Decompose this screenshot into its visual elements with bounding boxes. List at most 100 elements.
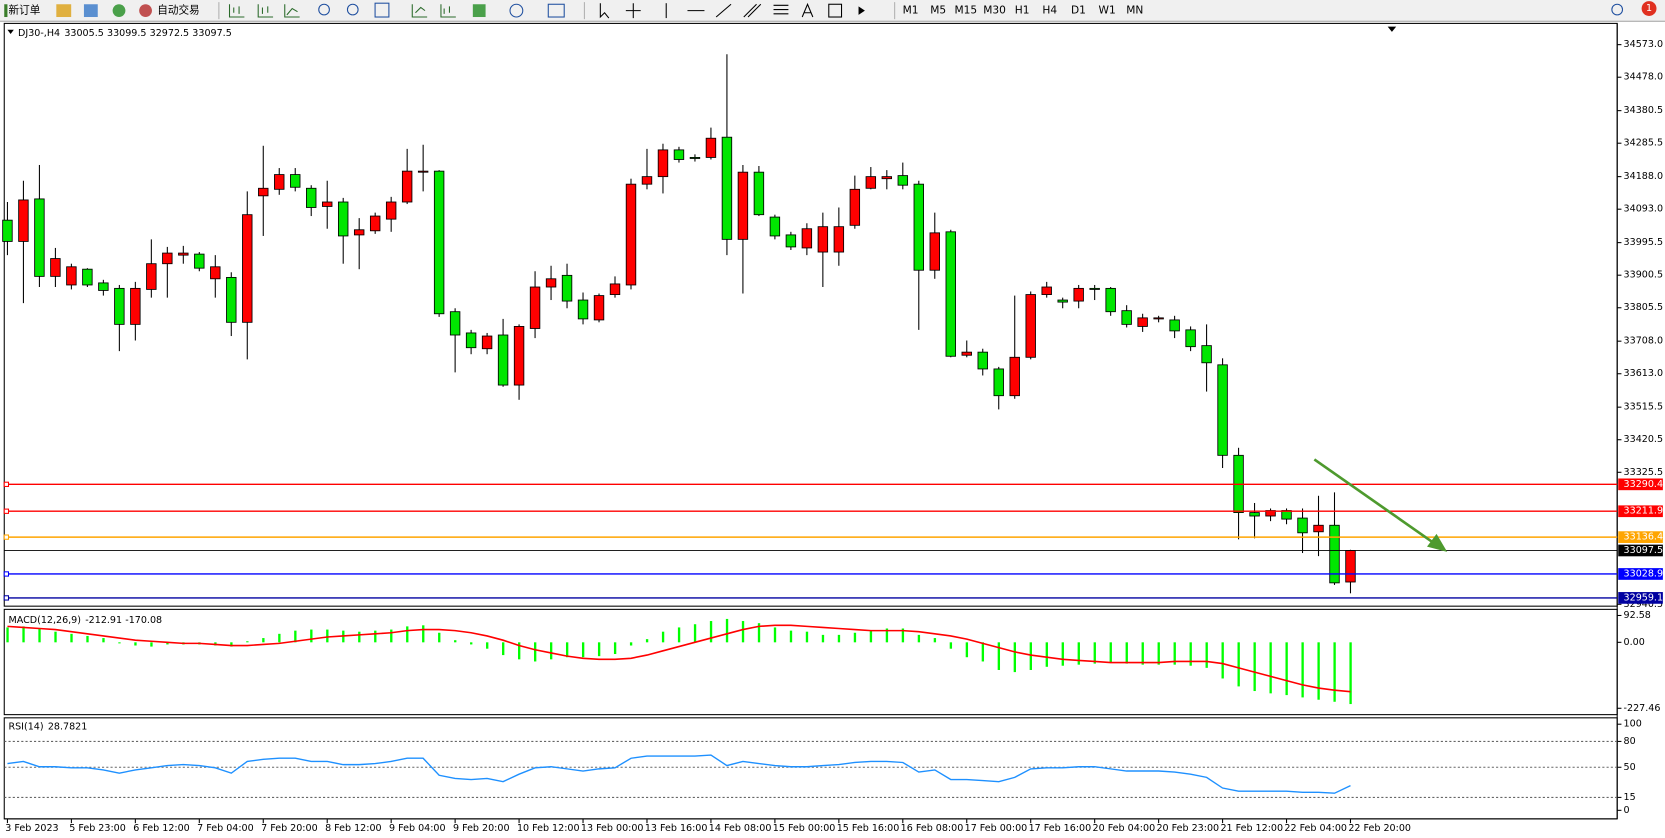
cursor-tool[interactable] <box>599 3 610 19</box>
x-tick-label: 13 Feb 16:00 <box>645 823 708 834</box>
macd-bar <box>1029 642 1032 670</box>
timeframe-button[interactable]: M1 <box>903 4 919 17</box>
candle-body <box>609 283 621 295</box>
rsi-value: 28.7821 <box>48 721 87 732</box>
candle-body <box>897 175 909 186</box>
icon[interactable] <box>228 4 245 18</box>
icon[interactable] <box>411 4 428 18</box>
candle-body <box>1329 524 1340 584</box>
candle-body <box>210 266 221 280</box>
macd-bar <box>773 627 777 643</box>
channel-tool[interactable] <box>743 3 762 18</box>
macd-bar <box>278 633 281 643</box>
x-tick-label: 17 Feb 00:00 <box>965 823 1028 834</box>
timeframe-button[interactable]: M30 <box>983 4 1006 17</box>
candle-body <box>146 263 157 290</box>
icon[interactable] <box>547 3 565 18</box>
x-tick-label: 5 Feb 23:00 <box>69 823 126 834</box>
icon[interactable] <box>346 3 359 16</box>
icon[interactable] <box>318 3 330 16</box>
candle-body <box>913 183 924 271</box>
y-tick-label: 33805.5 <box>1624 302 1663 313</box>
trendline-tool[interactable] <box>715 3 732 18</box>
candle-body <box>961 351 972 356</box>
candle-body <box>130 287 141 325</box>
notification-count[interactable]: 1 <box>1646 3 1652 14</box>
macd-bar <box>326 629 329 643</box>
candle-body <box>1137 317 1148 327</box>
macd-bar <box>374 630 377 643</box>
macd-bar <box>86 635 89 643</box>
y-tick-label: 33995.5 <box>1624 237 1663 248</box>
zoom-icons[interactable] <box>318 2 390 18</box>
candle-body <box>242 214 253 323</box>
fibo-tool[interactable] <box>773 4 789 15</box>
macd-bar <box>1141 642 1144 665</box>
timeframe-button[interactable]: D1 <box>1071 4 1086 17</box>
arrows-tool[interactable] <box>858 6 865 15</box>
new-order-button[interactable]: 新订单 <box>4 4 41 18</box>
timeframe-button[interactable]: H4 <box>1042 4 1057 17</box>
x-tick-label: 9 Feb 20:00 <box>453 823 510 834</box>
icon[interactable] <box>83 4 98 18</box>
icon[interactable] <box>56 4 72 18</box>
icon[interactable] <box>440 4 456 18</box>
icon[interactable] <box>509 3 524 18</box>
candle-body <box>178 252 189 256</box>
macd-bar <box>1269 642 1272 694</box>
new-order-label[interactable]: 新订单 <box>9 4 41 17</box>
macd-bar <box>917 634 921 643</box>
candle-body <box>162 252 173 265</box>
macd-bar <box>134 642 137 646</box>
macd-bar <box>1109 642 1112 663</box>
macd-bar <box>1173 642 1176 665</box>
icon[interactable] <box>284 4 300 18</box>
search-icon[interactable] <box>1611 3 1624 16</box>
rsi-title: RSI(14) <box>9 721 44 732</box>
icon[interactable] <box>112 4 126 18</box>
macd-bar <box>1093 642 1096 664</box>
icon[interactable] <box>374 2 390 18</box>
candle-body <box>274 174 285 190</box>
timeframe-button[interactable]: H1 <box>1015 4 1030 17</box>
candle-body <box>865 176 877 189</box>
timeframes: M1 M5 M15 M30 H1 H4 D1 W1 MN <box>903 4 1144 17</box>
macd-bar <box>597 642 601 657</box>
level-handle <box>3 481 10 487</box>
y-tick-label: 33900.5 <box>1624 270 1663 281</box>
candle-body <box>66 266 77 286</box>
macd-bar <box>358 631 361 643</box>
candle-body <box>194 253 205 269</box>
text-tool[interactable] <box>801 2 814 18</box>
timeframe-button[interactable]: MN <box>1126 4 1143 17</box>
icon <box>139 4 152 18</box>
candle-body <box>1201 345 1212 364</box>
macd-bar <box>230 642 233 647</box>
timeframe-button[interactable]: W1 <box>1099 4 1116 17</box>
timeframe-button[interactable]: M5 <box>930 4 946 17</box>
macd-bar <box>246 641 249 643</box>
candle-body <box>1169 319 1180 332</box>
y-tick-label: -227.46 <box>1624 703 1661 714</box>
macd-bar <box>22 626 25 643</box>
macd-bar <box>438 632 441 643</box>
label-tool[interactable] <box>828 3 843 18</box>
crosshair-tool[interactable] <box>625 3 641 19</box>
auto-trading-button[interactable]: 自动交易 <box>139 4 200 18</box>
macd-bar <box>661 631 665 643</box>
timeframe-button[interactable]: M15 <box>955 4 978 17</box>
y-tick-label: 50 <box>1624 762 1636 773</box>
auto-trading-label[interactable]: 自动交易 <box>157 4 199 17</box>
macd-bar <box>885 628 889 643</box>
icon[interactable] <box>472 4 486 18</box>
x-tick-label: 9 Feb 04:00 <box>389 823 446 834</box>
toolbar-icons[interactable] <box>228 4 300 18</box>
macd-bar <box>965 642 969 658</box>
shift-marker[interactable] <box>1387 26 1397 32</box>
candle-body <box>322 201 333 207</box>
macd-bar <box>1349 642 1352 705</box>
notification-badge[interactable] <box>1641 1 1657 16</box>
candle-body <box>1009 356 1020 397</box>
icon[interactable] <box>257 4 274 18</box>
y-tick-label: 34093.0 <box>1624 204 1663 215</box>
